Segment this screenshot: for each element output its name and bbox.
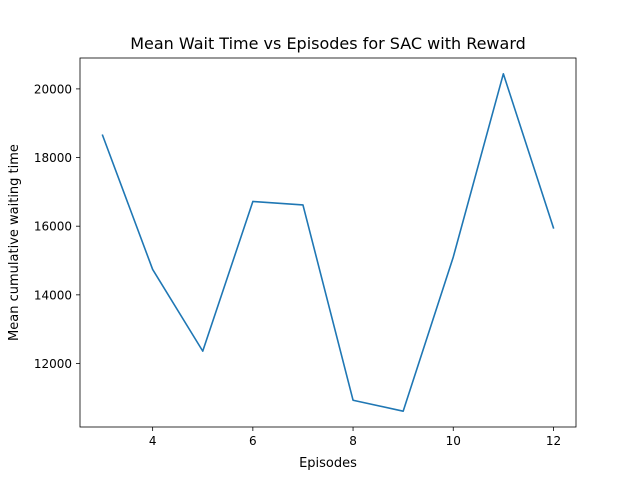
x-axis-label: Episodes xyxy=(299,456,357,471)
y-tick-label: 18000 xyxy=(34,151,72,165)
x-tick-label: 8 xyxy=(349,434,357,448)
y-axis-label: Mean cumulative waiting time xyxy=(7,144,22,341)
x-tick-label: 10 xyxy=(446,434,461,448)
y-tick-label: 14000 xyxy=(34,288,72,302)
y-tick-label: 20000 xyxy=(34,82,72,96)
axes-frame xyxy=(79,57,577,428)
y-axis: 12000 14000 16000 18000 20000 xyxy=(34,82,80,371)
chart-title: Mean Wait Time vs Episodes for SAC with … xyxy=(130,34,526,53)
y-tick-label: 12000 xyxy=(34,357,72,371)
x-axis: 4 6 8 10 12 xyxy=(149,427,561,448)
series-layer xyxy=(101,72,555,413)
y-tick-label: 16000 xyxy=(34,220,72,234)
x-tick-label: 4 xyxy=(149,434,157,448)
x-tick-label: 12 xyxy=(546,434,561,448)
plot-area xyxy=(80,58,576,427)
x-tick-label: 6 xyxy=(249,434,257,448)
series-line xyxy=(101,72,555,413)
